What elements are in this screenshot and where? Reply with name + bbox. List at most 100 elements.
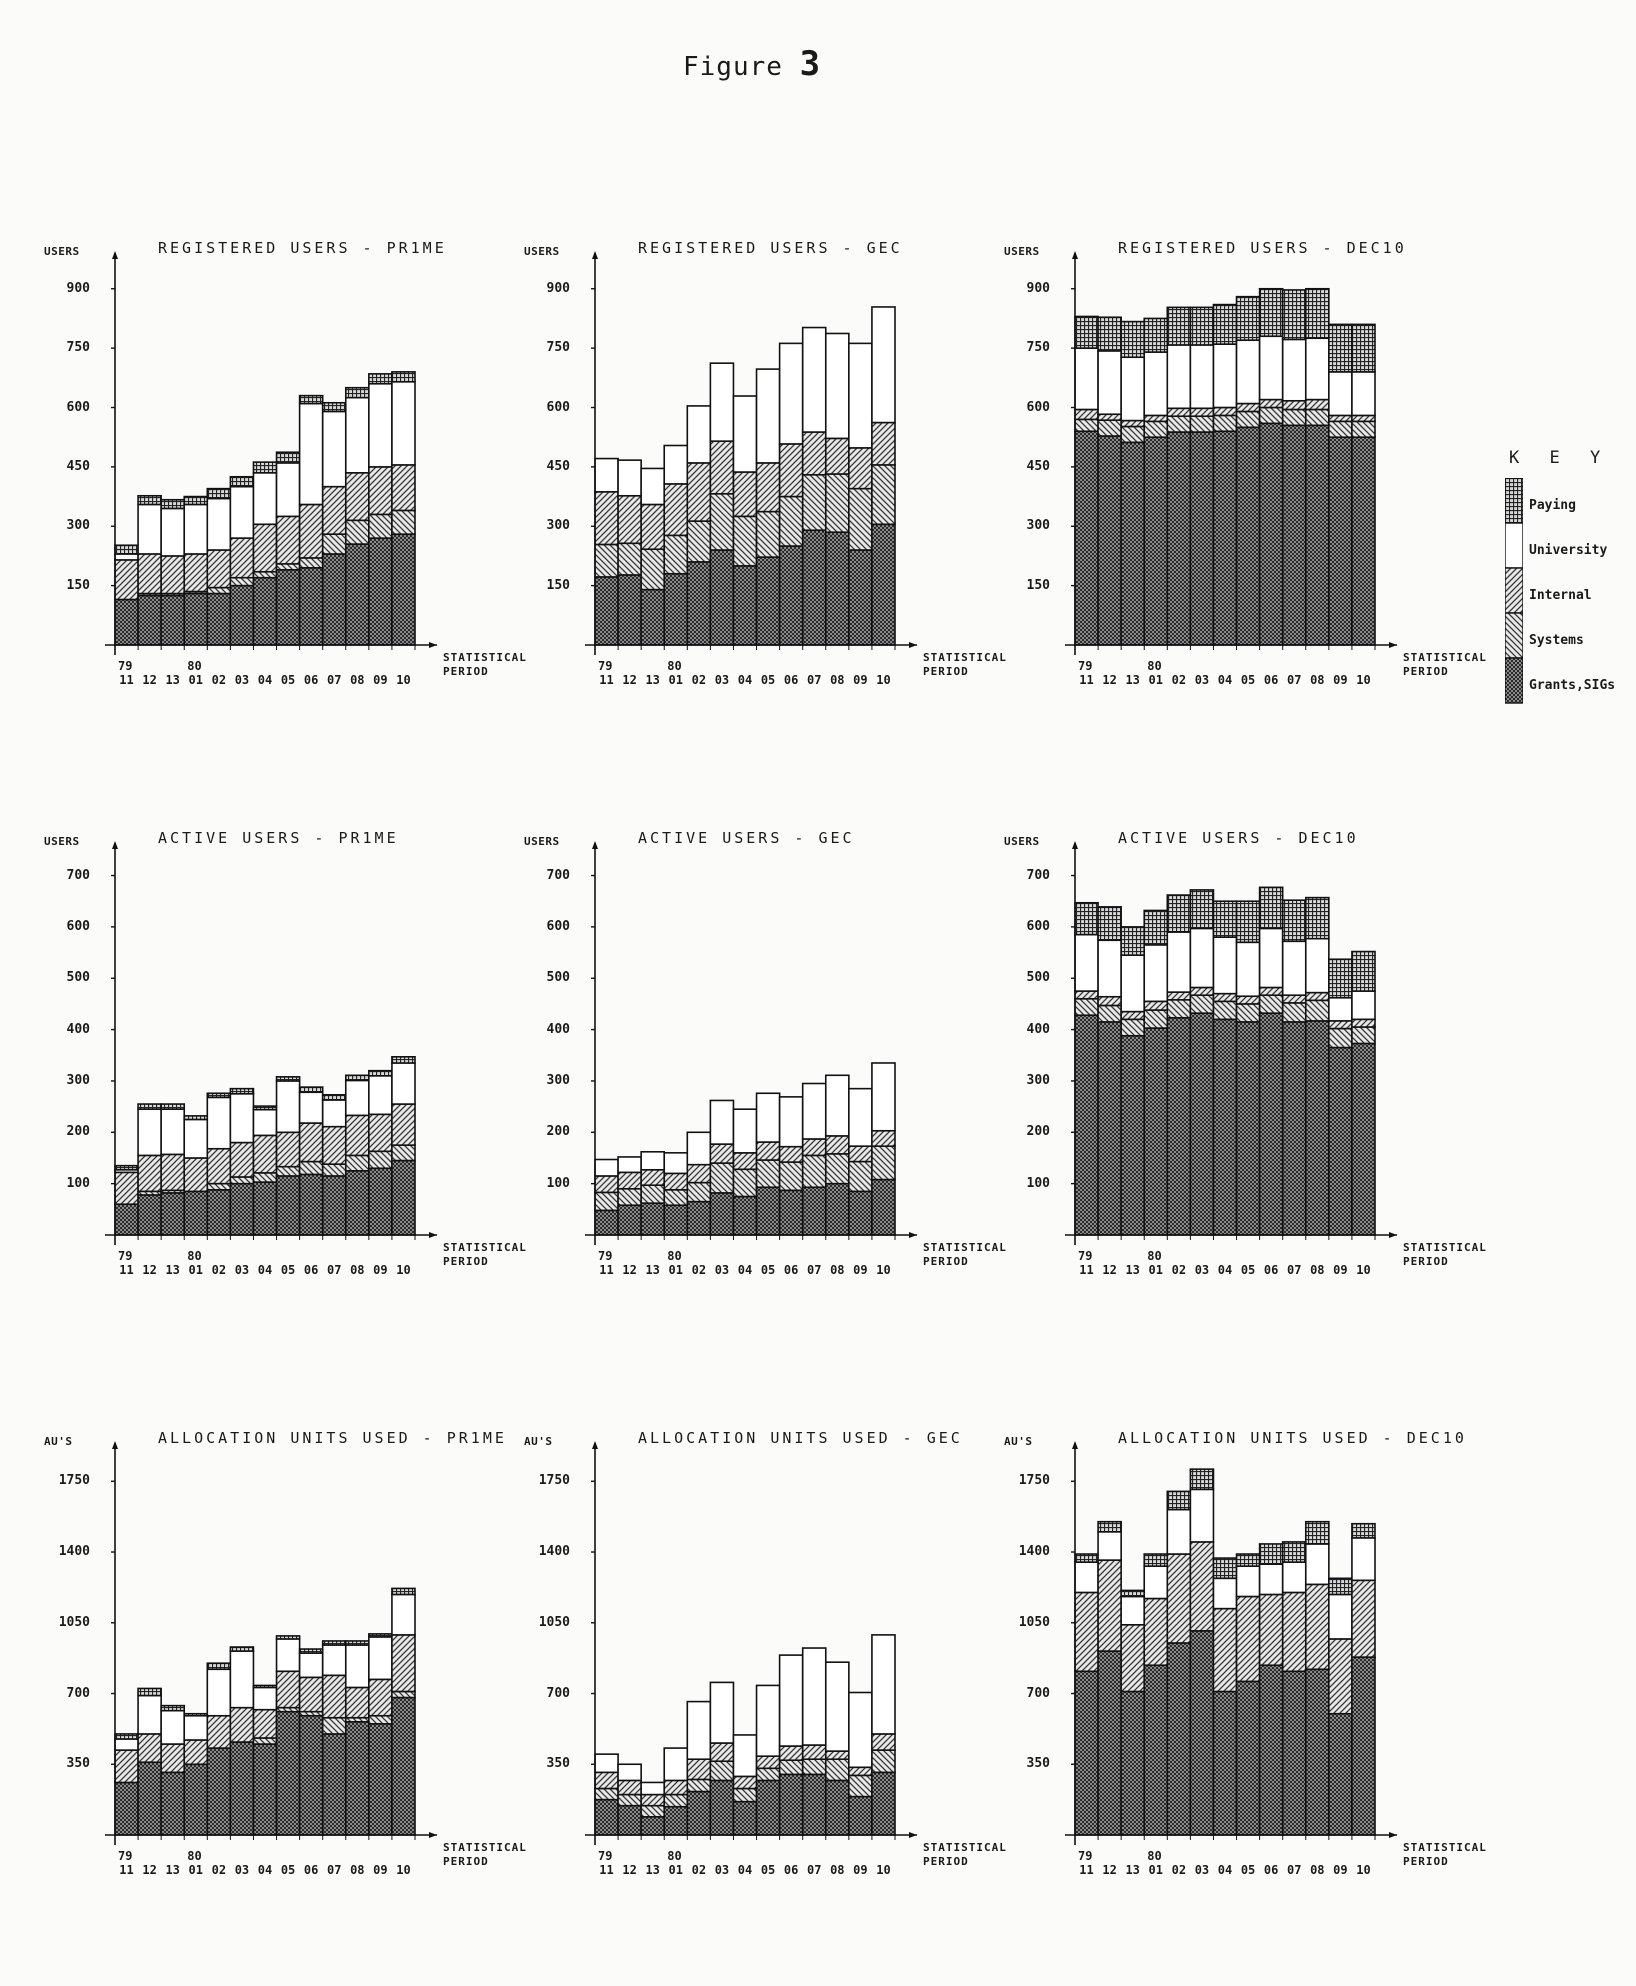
bar-segment-grants — [368, 537, 393, 646]
y-tick-label: 500 — [66, 970, 90, 986]
bar-segment-grants — [663, 572, 689, 646]
bar-segment-systems — [1212, 1000, 1238, 1021]
bar-segment-paying — [1351, 323, 1376, 373]
bar-segment-grants — [1074, 1670, 1099, 1836]
bar-segment-systems — [617, 542, 642, 576]
bar-segment-grants — [368, 1723, 393, 1836]
x-tick-label: 03 — [714, 673, 730, 687]
x-tick-label: 02 — [1171, 1263, 1187, 1277]
y-tick-label: 200 — [66, 1124, 90, 1140]
bar-segment-grants — [1258, 1012, 1284, 1236]
y-tick-label: 450 — [546, 458, 570, 474]
bar-segment-systems — [1097, 419, 1122, 437]
bar-segment-grants — [1189, 1012, 1215, 1236]
bar-segment-grants — [640, 1816, 666, 1836]
bar-segment-systems — [709, 1760, 735, 1782]
bar-segment-grants — [1097, 435, 1122, 646]
bar-segment-university — [594, 1753, 619, 1774]
bar-segment-grants — [640, 1202, 666, 1236]
x-tick-label: 11 — [119, 1263, 134, 1277]
bar-segment-internal — [871, 421, 896, 466]
bar-segment-university — [368, 1636, 393, 1681]
bar-segment-systems — [252, 1172, 278, 1183]
bar-segment-university — [1212, 343, 1238, 409]
bar-segment-grants — [1074, 1014, 1099, 1236]
y-axis-arrow-icon — [112, 1441, 118, 1449]
y-tick-label: 300 — [546, 518, 570, 534]
bar-segment-university — [778, 1654, 804, 1747]
bar-segment-internal — [1143, 414, 1169, 423]
legend-swatch-paying — [1505, 478, 1523, 524]
bar-segment-systems — [1097, 1004, 1122, 1023]
x-tick-label: 11 — [599, 1263, 614, 1277]
x-tick-label: 07 — [1286, 673, 1302, 687]
bar-segment-grants — [160, 1192, 186, 1236]
bar-segment-paying — [1143, 1553, 1169, 1567]
figure-title: Figure 3 — [683, 44, 821, 84]
x-tick-label: 05 — [1240, 1263, 1256, 1277]
x-tick-label: 04 — [737, 1863, 753, 1877]
y-tick-label: 400 — [546, 1021, 570, 1037]
bar-segment-grants — [640, 588, 666, 646]
bar-segment-university — [1212, 1577, 1238, 1610]
x-axis-arrow-icon — [909, 1832, 917, 1838]
bar-segment-internal — [1212, 992, 1238, 1003]
bar-segment-paying — [229, 1087, 255, 1095]
bar-segment-internal — [824, 1750, 850, 1761]
x-tick-label: 06 — [1263, 673, 1279, 687]
bar-segment-paying — [229, 475, 255, 488]
bar-segment-university — [1074, 347, 1099, 411]
x-tick-label: 11 — [1079, 1263, 1094, 1277]
bar-segment-systems — [368, 1150, 393, 1170]
bar-segment-grants — [709, 1779, 735, 1836]
bar-segment-grants — [160, 594, 186, 646]
bar-segment-systems — [686, 1778, 712, 1793]
bar-segment-internal — [686, 462, 712, 522]
bar-segment-systems — [275, 563, 301, 571]
bar-segment-university — [229, 1092, 255, 1144]
bar-segment-university — [183, 1118, 209, 1159]
bar-segment-systems — [594, 543, 619, 578]
x-axis-arrow-icon — [429, 642, 437, 648]
bar-segment-systems — [709, 492, 735, 551]
bar-segment-internal — [275, 1131, 301, 1168]
bar-segment-paying — [391, 371, 416, 383]
bar-segment-internal — [640, 1793, 666, 1807]
x-tick-label: 12 — [622, 673, 637, 687]
y-tick-label: 1400 — [1018, 1544, 1050, 1560]
bar-segment-grants — [801, 1186, 827, 1236]
bar-segment-university — [1351, 990, 1376, 1021]
bar-segment-systems — [801, 473, 827, 532]
bar-segment-internal — [594, 1175, 619, 1194]
bar-segment-paying — [1258, 886, 1284, 930]
bar-segment-systems — [1166, 415, 1192, 433]
plot-area — [1065, 251, 1397, 655]
bar-segment-systems — [1351, 1026, 1376, 1045]
bar-segment-internal — [1097, 995, 1122, 1007]
bar-segment-paying — [206, 487, 232, 500]
plot-area — [105, 251, 437, 655]
bar-segment-grants — [617, 574, 642, 646]
x-axis-arrow-icon — [909, 642, 917, 648]
bar-segment-grants — [824, 531, 850, 646]
x-tick-label: 10 — [1356, 1863, 1371, 1877]
y-tick-label: 300 — [546, 1072, 570, 1088]
chart-au-dec10: AU'S ALLOCATION UNITS USED - DEC10 350 700 1… — [1000, 1429, 1486, 1905]
x-tick-label: 01 — [668, 1263, 683, 1277]
bar-segment-grants — [391, 1696, 416, 1836]
bar-segment-internal — [594, 491, 619, 546]
bar-segment-grants — [1212, 430, 1238, 646]
bar-segment-systems — [1143, 1009, 1169, 1029]
y-tick-label: 600 — [546, 399, 570, 415]
bar-segment-internal — [732, 1152, 758, 1171]
x-tick-label: 09 — [853, 1263, 868, 1277]
bar-segment-internal — [594, 1771, 619, 1790]
y-tick-label: 600 — [66, 399, 90, 415]
x-tick-label: 04 — [257, 673, 273, 687]
x-tick-label: 08 — [350, 1863, 365, 1877]
bar-segment-internal — [368, 1113, 393, 1153]
bar-segment-grants — [391, 533, 416, 646]
x-tick-label: 05 — [760, 1263, 776, 1277]
bar-segment-university — [709, 362, 735, 442]
bar-segment-internal — [137, 1154, 162, 1193]
